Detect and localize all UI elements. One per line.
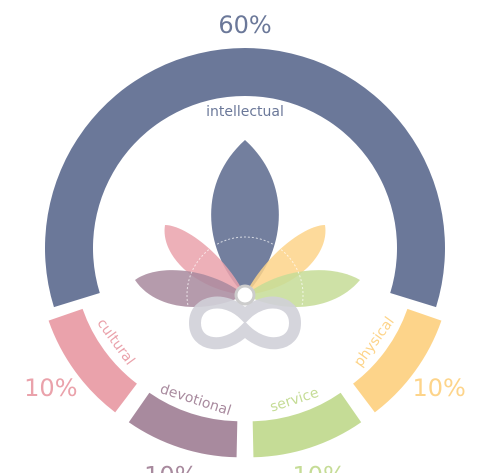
category-label: intellectual xyxy=(206,104,284,120)
value-label: 10% xyxy=(412,374,465,402)
chart: intellectual60%physical10%service10%devo… xyxy=(0,0,480,473)
page: {"chart_data": {"type": "donut", "catego… xyxy=(0,0,480,473)
value-label: 10% xyxy=(24,374,77,402)
value-label: 60% xyxy=(218,11,271,39)
value-label: 10% xyxy=(292,461,345,473)
lotus-icon xyxy=(135,140,360,353)
value-label: 10% xyxy=(144,461,197,473)
